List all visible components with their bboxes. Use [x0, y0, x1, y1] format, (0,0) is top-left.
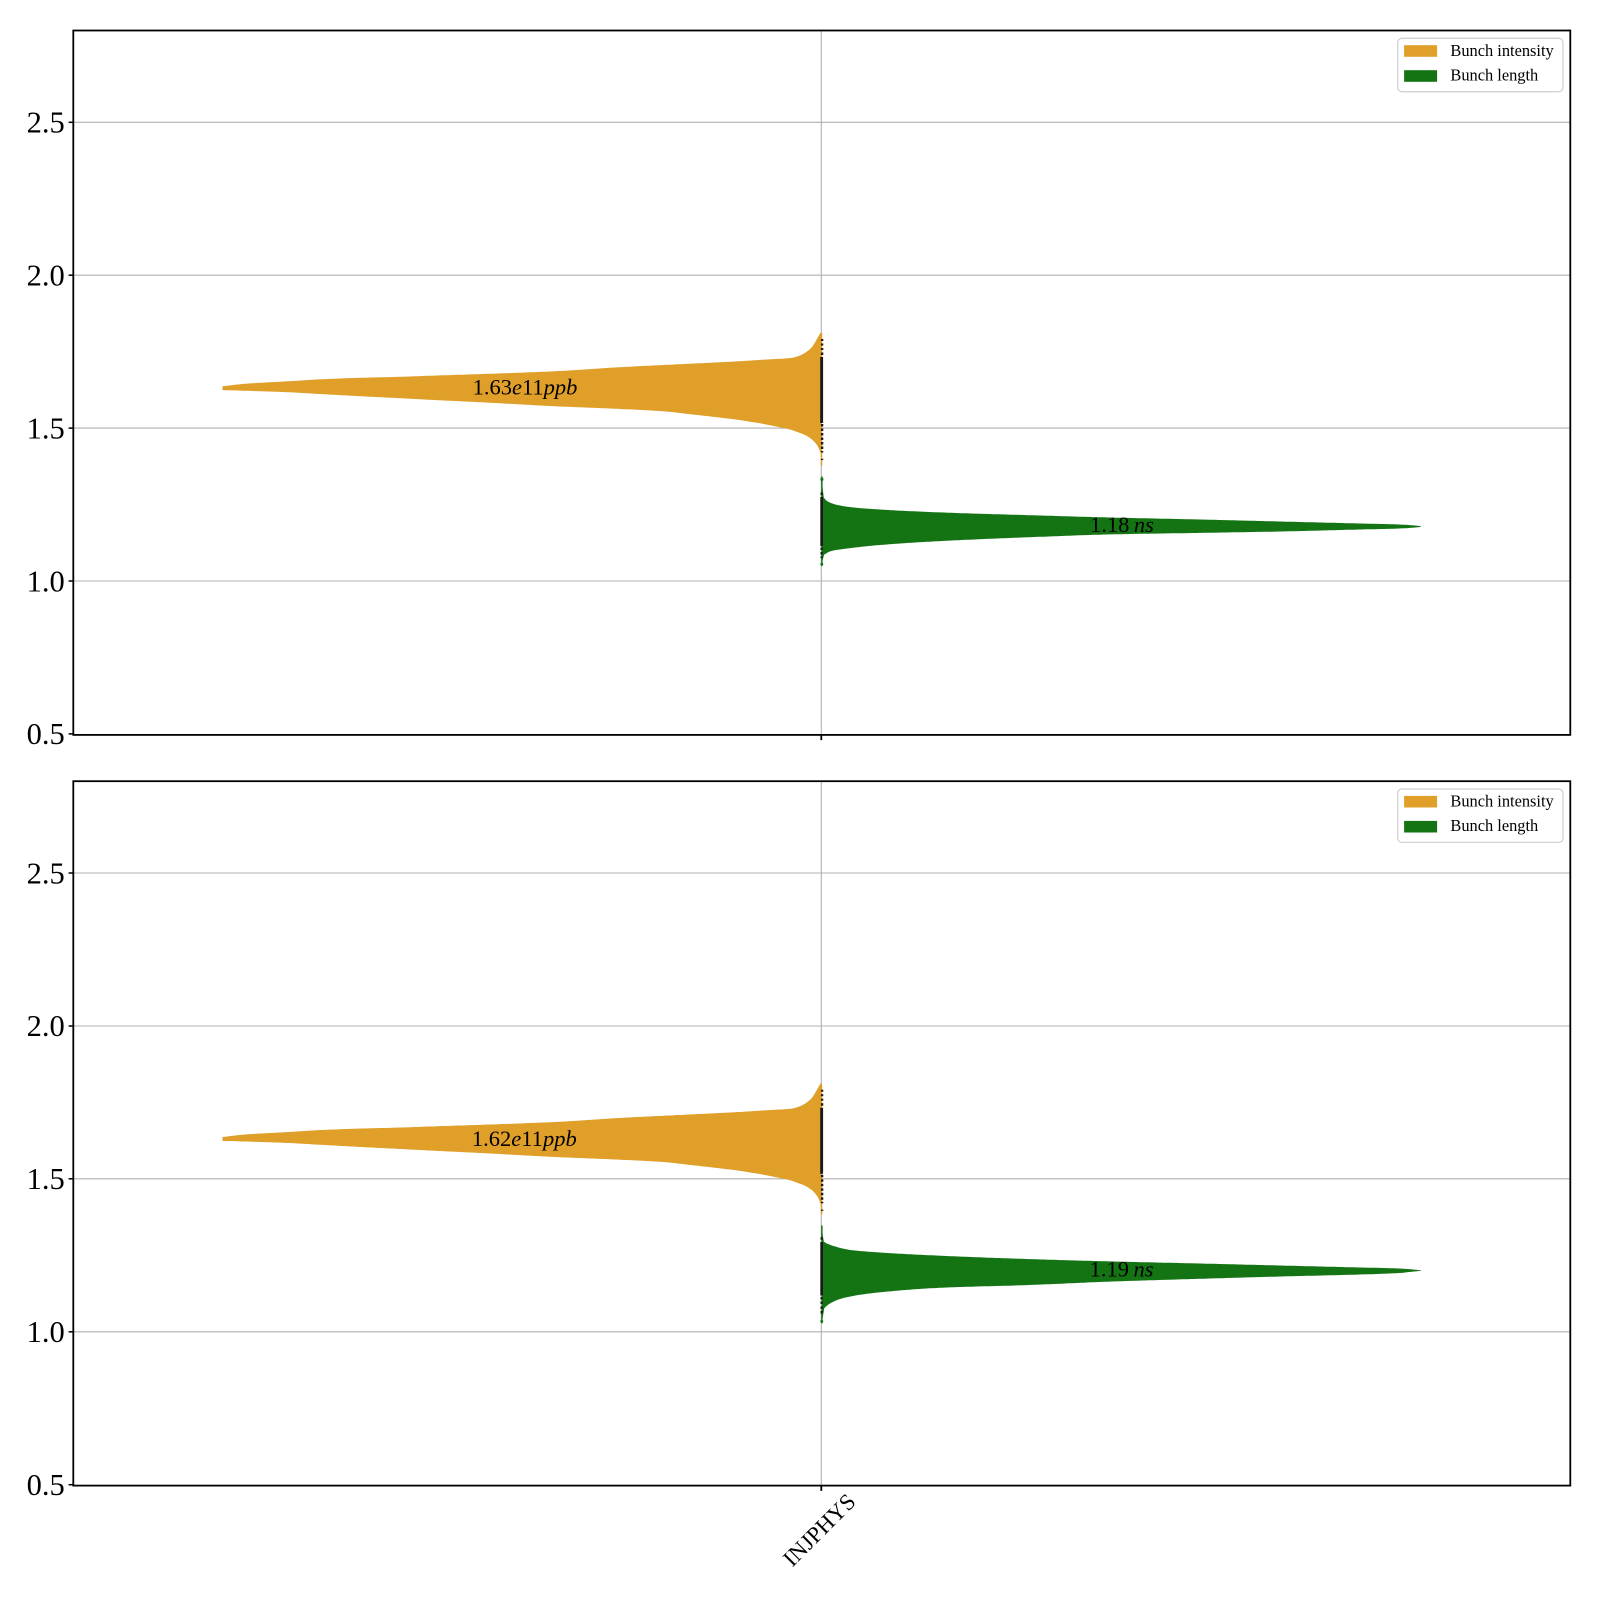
svg-text:2.5: 2.5 — [27, 856, 65, 890]
svg-text:1.19 ns: 1.19 ns — [1090, 1256, 1154, 1281]
svg-text:2.0: 2.0 — [27, 1009, 65, 1043]
svg-text:1.18 ns: 1.18 ns — [1090, 512, 1154, 537]
svg-text:0.5: 0.5 — [27, 1468, 65, 1502]
svg-text:Bunch intensity: Bunch intensity — [1450, 792, 1554, 811]
svg-text:1.0: 1.0 — [27, 564, 65, 598]
svg-text:1.5: 1.5 — [27, 411, 65, 445]
svg-text:2.0: 2.0 — [27, 259, 65, 293]
svg-text:Bunch length: Bunch length — [1450, 65, 1538, 84]
svg-text:1.5: 1.5 — [27, 1162, 65, 1196]
svg-text:2.5: 2.5 — [27, 106, 65, 140]
svg-text:1.63e11ppb: 1.63e11ppb — [473, 374, 578, 399]
svg-text:0.5: 0.5 — [27, 717, 65, 751]
svg-text:Bunch intensity: Bunch intensity — [1450, 41, 1554, 60]
svg-text:1.0: 1.0 — [27, 1315, 65, 1349]
svg-text:1.62e11ppb: 1.62e11ppb — [472, 1126, 577, 1151]
svg-text:Bunch length: Bunch length — [1450, 816, 1538, 835]
